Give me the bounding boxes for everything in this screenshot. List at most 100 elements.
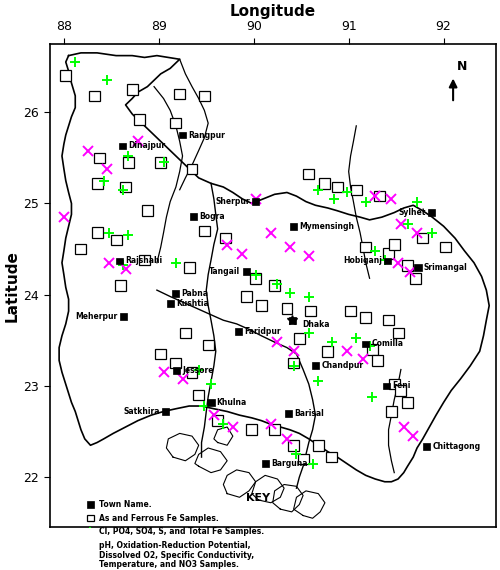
Bar — [142, 206, 153, 216]
Text: Sylhet: Sylhet — [398, 208, 425, 217]
Bar — [174, 367, 180, 374]
Text: Cl, PO4, SO4, S, and Total Fe Samples.: Cl, PO4, SO4, S, and Total Fe Samples. — [98, 527, 264, 536]
Text: Chandpur: Chandpur — [321, 361, 364, 370]
Text: As and Ferrous Fe Samples.: As and Ferrous Fe Samples. — [98, 514, 218, 523]
Text: Dhaka: Dhaka — [302, 320, 330, 329]
Bar — [389, 239, 400, 250]
Y-axis label: Latitude: Latitude — [4, 250, 19, 321]
Bar — [288, 440, 299, 450]
Bar — [92, 178, 102, 189]
Bar — [199, 91, 210, 101]
Bar — [155, 349, 166, 359]
Bar — [383, 249, 394, 259]
Bar — [282, 303, 292, 314]
Bar — [250, 273, 261, 283]
Bar — [87, 515, 94, 522]
Bar — [402, 260, 413, 271]
Bar — [428, 209, 435, 216]
Text: Chittagong: Chittagong — [432, 442, 480, 451]
Text: pH, Oxidation-Reduction Potential,: pH, Oxidation-Reduction Potential, — [98, 541, 250, 550]
Bar — [172, 290, 180, 297]
Bar — [246, 425, 258, 435]
Text: Srimangal: Srimangal — [424, 263, 468, 272]
Bar — [180, 328, 191, 338]
Bar — [289, 317, 296, 324]
Bar — [360, 312, 371, 323]
Text: Khulna: Khulna — [216, 398, 247, 407]
Text: Town Name.: Town Name. — [98, 500, 151, 509]
Bar — [440, 242, 451, 253]
Bar — [184, 262, 194, 272]
Bar — [313, 440, 324, 450]
Bar — [193, 390, 204, 400]
Bar — [362, 340, 370, 347]
Bar — [220, 233, 230, 243]
Bar — [418, 233, 428, 243]
Bar — [76, 244, 86, 254]
Text: Bogra: Bogra — [200, 211, 226, 221]
Bar — [170, 118, 181, 128]
Bar — [186, 164, 198, 174]
Bar — [396, 385, 406, 396]
Bar — [402, 397, 413, 408]
Text: Tangail: Tangail — [210, 267, 240, 276]
Bar — [119, 142, 126, 149]
Bar — [322, 346, 334, 356]
Bar — [60, 71, 71, 81]
Text: Feni: Feni — [392, 381, 410, 390]
Text: Jessore: Jessore — [182, 366, 214, 375]
Bar — [345, 306, 356, 316]
Bar — [120, 313, 127, 320]
Bar — [89, 91, 100, 101]
Bar — [252, 198, 259, 205]
Bar — [235, 328, 242, 335]
Bar — [294, 333, 305, 344]
Bar — [414, 264, 422, 271]
Bar — [256, 300, 267, 311]
Bar — [383, 315, 394, 325]
Bar — [360, 242, 371, 253]
Bar — [134, 114, 145, 125]
Bar — [92, 227, 102, 238]
Bar — [123, 157, 134, 168]
Bar — [202, 340, 213, 350]
Bar — [332, 182, 342, 192]
Text: Rangpur: Rangpur — [188, 131, 225, 140]
Text: Pabna: Pabna — [182, 290, 208, 298]
Bar — [423, 443, 430, 450]
Text: Meherpur: Meherpur — [76, 312, 118, 321]
Bar — [269, 425, 280, 435]
Bar — [386, 406, 397, 417]
Bar — [383, 382, 390, 389]
Bar — [384, 258, 391, 264]
Text: Dissolved O2, Specific Conductivity,: Dissolved O2, Specific Conductivity, — [98, 551, 254, 560]
Text: Kushtia: Kushtia — [176, 299, 208, 308]
Bar — [288, 358, 299, 368]
Bar — [286, 410, 292, 417]
Bar — [212, 416, 223, 426]
Bar — [262, 460, 268, 467]
Text: Barguna: Barguna — [271, 459, 308, 468]
Bar — [208, 399, 214, 406]
Bar — [116, 280, 126, 291]
Text: Comilla: Comilla — [372, 340, 404, 348]
Bar — [120, 182, 131, 192]
Bar — [139, 255, 150, 265]
Bar — [410, 273, 420, 283]
Bar — [199, 226, 210, 236]
Bar — [367, 344, 378, 355]
Bar — [174, 89, 185, 99]
Bar — [392, 328, 404, 338]
Text: Rajshahi: Rajshahi — [126, 256, 162, 266]
Bar — [110, 235, 122, 245]
Bar — [94, 153, 106, 163]
Text: Faridpur: Faridpur — [244, 327, 281, 336]
Bar — [166, 300, 174, 307]
Bar — [269, 280, 280, 291]
Bar — [240, 291, 252, 302]
Bar — [389, 379, 400, 389]
Bar — [87, 502, 94, 508]
Bar — [155, 157, 166, 168]
Bar — [290, 223, 297, 230]
Text: Barisal: Barisal — [294, 409, 324, 418]
